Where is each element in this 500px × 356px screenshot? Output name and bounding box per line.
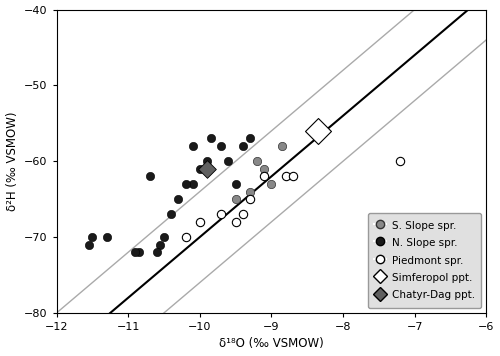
Point	[103, 234, 111, 240]
Point	[160, 234, 168, 240]
Point	[196, 166, 204, 172]
Point	[218, 211, 226, 217]
Point	[146, 173, 154, 179]
Point	[132, 249, 140, 255]
Point	[232, 196, 239, 202]
Point	[246, 189, 254, 194]
Point	[232, 181, 239, 187]
Point	[282, 173, 290, 179]
Point	[314, 128, 322, 134]
Point	[278, 143, 286, 149]
Point	[203, 166, 211, 172]
Point	[260, 173, 268, 179]
Point	[218, 143, 226, 149]
Point	[253, 158, 261, 164]
Point	[188, 181, 196, 187]
Point	[156, 242, 164, 247]
Point	[206, 136, 214, 141]
Point	[188, 143, 196, 149]
Point	[268, 181, 276, 187]
Point	[182, 181, 190, 187]
Point	[167, 211, 175, 217]
Point	[239, 211, 247, 217]
Point	[224, 158, 232, 164]
Point	[85, 242, 93, 247]
Point	[232, 219, 239, 225]
X-axis label: δ¹⁸O (‰ VSMOW): δ¹⁸O (‰ VSMOW)	[219, 337, 324, 350]
Y-axis label: δ²H (‰ VSMOW): δ²H (‰ VSMOW)	[6, 111, 18, 211]
Point	[153, 249, 161, 255]
Point	[260, 166, 268, 172]
Point	[396, 158, 404, 164]
Point	[182, 234, 190, 240]
Point	[246, 196, 254, 202]
Point	[196, 219, 204, 225]
Point	[246, 136, 254, 141]
Point	[88, 234, 96, 240]
Legend: S. Slope spr., N. Slope spr., Piedmont spr., Simferopol ppt., Chatyr-Dag ppt.: S. Slope spr., N. Slope spr., Piedmont s…	[368, 213, 481, 308]
Point	[135, 249, 143, 255]
Point	[239, 143, 247, 149]
Point	[289, 173, 297, 179]
Point	[174, 196, 182, 202]
Point	[203, 158, 211, 164]
